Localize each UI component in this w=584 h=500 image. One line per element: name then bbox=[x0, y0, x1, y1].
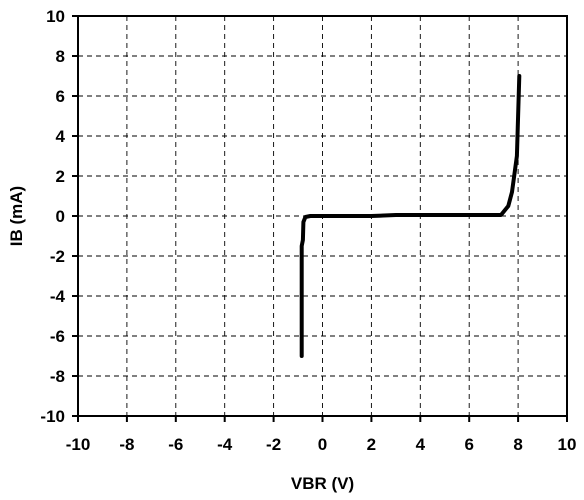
y-tick-label: 0 bbox=[56, 207, 65, 226]
y-tick-label: -6 bbox=[50, 327, 65, 346]
x-tick-label: 10 bbox=[558, 435, 577, 454]
y-tick-label: 4 bbox=[56, 127, 66, 146]
x-tick-label: 0 bbox=[318, 435, 327, 454]
x-tick-labels: -10 -8 -6 -4 -2 0 2 4 6 8 10 bbox=[66, 435, 577, 454]
y-tick-labels: -10 -8 -6 -4 -2 0 2 4 6 8 10 bbox=[40, 7, 65, 426]
y-tick-label: 8 bbox=[56, 47, 65, 66]
y-tick-label: 2 bbox=[56, 167, 65, 186]
series-line-ib-vs-vbr bbox=[299, 74, 522, 358]
x-tick-label: 6 bbox=[464, 435, 473, 454]
x-tick-label: -10 bbox=[66, 435, 91, 454]
y-tick-label: 10 bbox=[46, 7, 65, 26]
x-tick-label: -6 bbox=[168, 435, 183, 454]
y-tick-label: -2 bbox=[50, 247, 65, 266]
y-tick-label: -10 bbox=[40, 407, 65, 426]
x-tick-label: -2 bbox=[266, 435, 281, 454]
y-tick-label: 6 bbox=[56, 87, 65, 106]
x-tick-label: -4 bbox=[217, 435, 233, 454]
x-tick-label: 4 bbox=[416, 435, 426, 454]
y-axis-title: IB (mA) bbox=[7, 186, 26, 246]
x-tick-label: 8 bbox=[513, 435, 522, 454]
tick-marks bbox=[72, 15, 568, 422]
x-tick-label: -8 bbox=[119, 435, 134, 454]
y-tick-label: -4 bbox=[50, 287, 66, 306]
x-tick-label: 2 bbox=[367, 435, 376, 454]
y-tick-label: -8 bbox=[50, 367, 65, 386]
x-axis-title: VBR (V) bbox=[291, 474, 354, 493]
